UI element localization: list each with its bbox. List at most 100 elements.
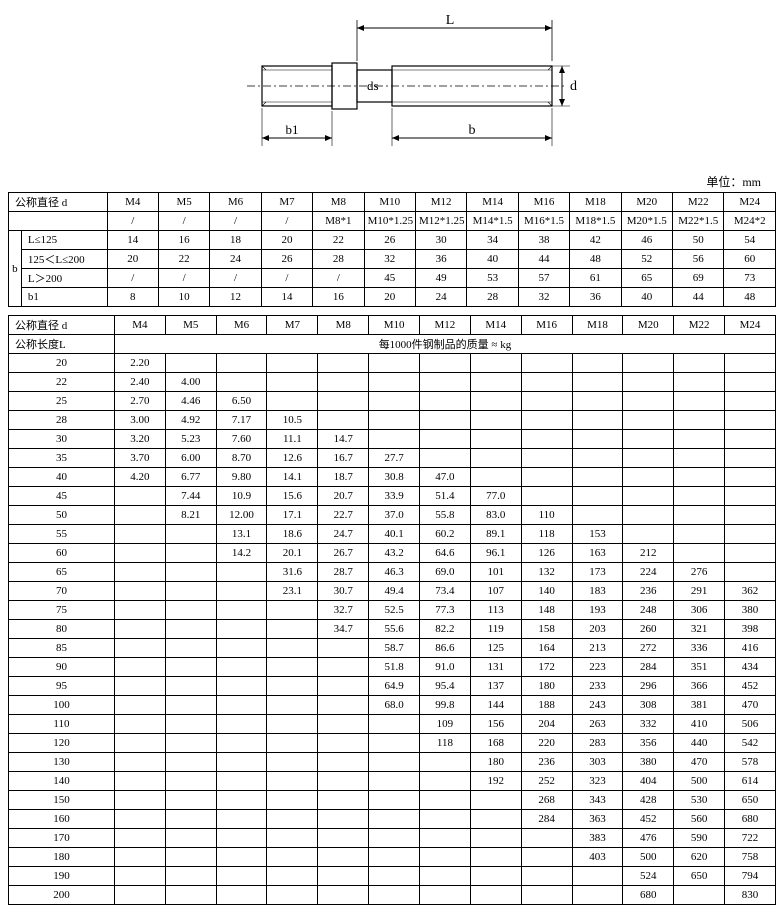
table2-cell: [521, 487, 572, 506]
table1-pitch: M18*1.5: [570, 212, 621, 231]
table2-cell: [267, 886, 318, 905]
table2-L: 170: [9, 829, 115, 848]
table2-cell: 7.60: [216, 430, 267, 449]
table1-pitch: M10*1.25: [364, 212, 415, 231]
table2-cell: [216, 601, 267, 620]
table2-cell: 34.7: [318, 620, 369, 639]
table2-cell: 180: [521, 677, 572, 696]
table2-L: 150: [9, 791, 115, 810]
table2-cell: [470, 449, 521, 468]
table2-cell: 722: [725, 829, 776, 848]
table2-cell: [623, 392, 674, 411]
table2-cell: 351: [674, 658, 725, 677]
table2-col-header: M16: [521, 316, 572, 335]
table2-cell: [369, 411, 420, 430]
table2-cell: 263: [572, 715, 623, 734]
table2-cell: 77.3: [420, 601, 471, 620]
table2-cell: [572, 354, 623, 373]
table2-cell: 164: [521, 639, 572, 658]
table2-cell: 2.40: [114, 373, 165, 392]
table2-cell: [216, 810, 267, 829]
table2-cell: 17.1: [267, 506, 318, 525]
table2-cell: [369, 829, 420, 848]
table2-cell: [420, 886, 471, 905]
table2-cell: 47.0: [420, 468, 471, 487]
table1-cell: 12: [210, 288, 261, 307]
table2-cell: [318, 848, 369, 867]
table2-L: 180: [9, 848, 115, 867]
table2-cell: 470: [674, 753, 725, 772]
table2-cell: [420, 810, 471, 829]
table2-cell: 158: [521, 620, 572, 639]
table1-cell: /: [210, 269, 261, 288]
table2-cell: [216, 582, 267, 601]
table1-pitch: M12*1.25: [415, 212, 466, 231]
table2-cell: 33.9: [369, 487, 420, 506]
table2-cell: [725, 563, 776, 582]
table2-cell: 2.20: [114, 354, 165, 373]
table2-cell: 168: [470, 734, 521, 753]
table2-cell: 260: [623, 620, 674, 639]
table1-col-header: M14: [467, 193, 518, 212]
table2-cell: 212: [623, 544, 674, 563]
table1-row-label: L≤125: [21, 231, 107, 250]
label-b1: b1: [286, 122, 299, 137]
table2-cell: [369, 886, 420, 905]
table1-cell: 36: [415, 250, 466, 269]
table2-cell: 60.2: [420, 525, 471, 544]
table2-cell: [216, 354, 267, 373]
table2-cell: [623, 449, 674, 468]
table2-cell: [623, 354, 674, 373]
table2-cell: [165, 677, 216, 696]
table2-cell: [725, 468, 776, 487]
table2-cell: [674, 373, 725, 392]
table2-cell: 172: [521, 658, 572, 677]
table2-L: 28: [9, 411, 115, 430]
table2-cell: [521, 430, 572, 449]
table2-cell: [725, 373, 776, 392]
table2-cell: [216, 753, 267, 772]
table2-cell: [267, 373, 318, 392]
table1-cell: 36: [570, 288, 621, 307]
table2-L: 55: [9, 525, 115, 544]
table2-cell: [267, 753, 318, 772]
table2-cell: 380: [725, 601, 776, 620]
table2-L: 75: [9, 601, 115, 620]
table2-cell: 272: [623, 639, 674, 658]
table2-cell: [114, 772, 165, 791]
table2-cell: [216, 563, 267, 582]
table2-col-header: M5: [165, 316, 216, 335]
table1-pitch: /: [261, 212, 312, 231]
table2-cell: [623, 411, 674, 430]
table1-cell: 32: [518, 288, 569, 307]
table1-pitch: /: [158, 212, 209, 231]
table2-cell: 31.6: [267, 563, 318, 582]
table2-cell: 308: [623, 696, 674, 715]
table2-cell: [623, 487, 674, 506]
table2-cell: 284: [623, 658, 674, 677]
table2-cell: [572, 506, 623, 525]
table2-cell: 83.0: [470, 506, 521, 525]
table2-cell: 52.5: [369, 601, 420, 620]
table1-cell: 54: [724, 231, 776, 250]
table2-cell: 156: [470, 715, 521, 734]
table2-cell: 4.00: [165, 373, 216, 392]
table2-cell: 18.6: [267, 525, 318, 544]
table1-row-label: L＞200: [21, 269, 107, 288]
table2-col-header: M8: [318, 316, 369, 335]
table2-cell: 180: [470, 753, 521, 772]
table2-cell: 3.00: [114, 411, 165, 430]
table2-L: 200: [9, 886, 115, 905]
table2-cell: 96.1: [470, 544, 521, 563]
table2-cell: [521, 886, 572, 905]
table2-cell: 55.6: [369, 620, 420, 639]
table2-cell: [725, 449, 776, 468]
table2-cell: [318, 392, 369, 411]
table2-cell: [318, 354, 369, 373]
table2-cell: [623, 430, 674, 449]
table1-pitch: M22*1.5: [673, 212, 724, 231]
table1-pitch: M20*1.5: [621, 212, 672, 231]
table2-cell: [267, 658, 318, 677]
table2-cell: 11.1: [267, 430, 318, 449]
table2-cell: 680: [725, 810, 776, 829]
